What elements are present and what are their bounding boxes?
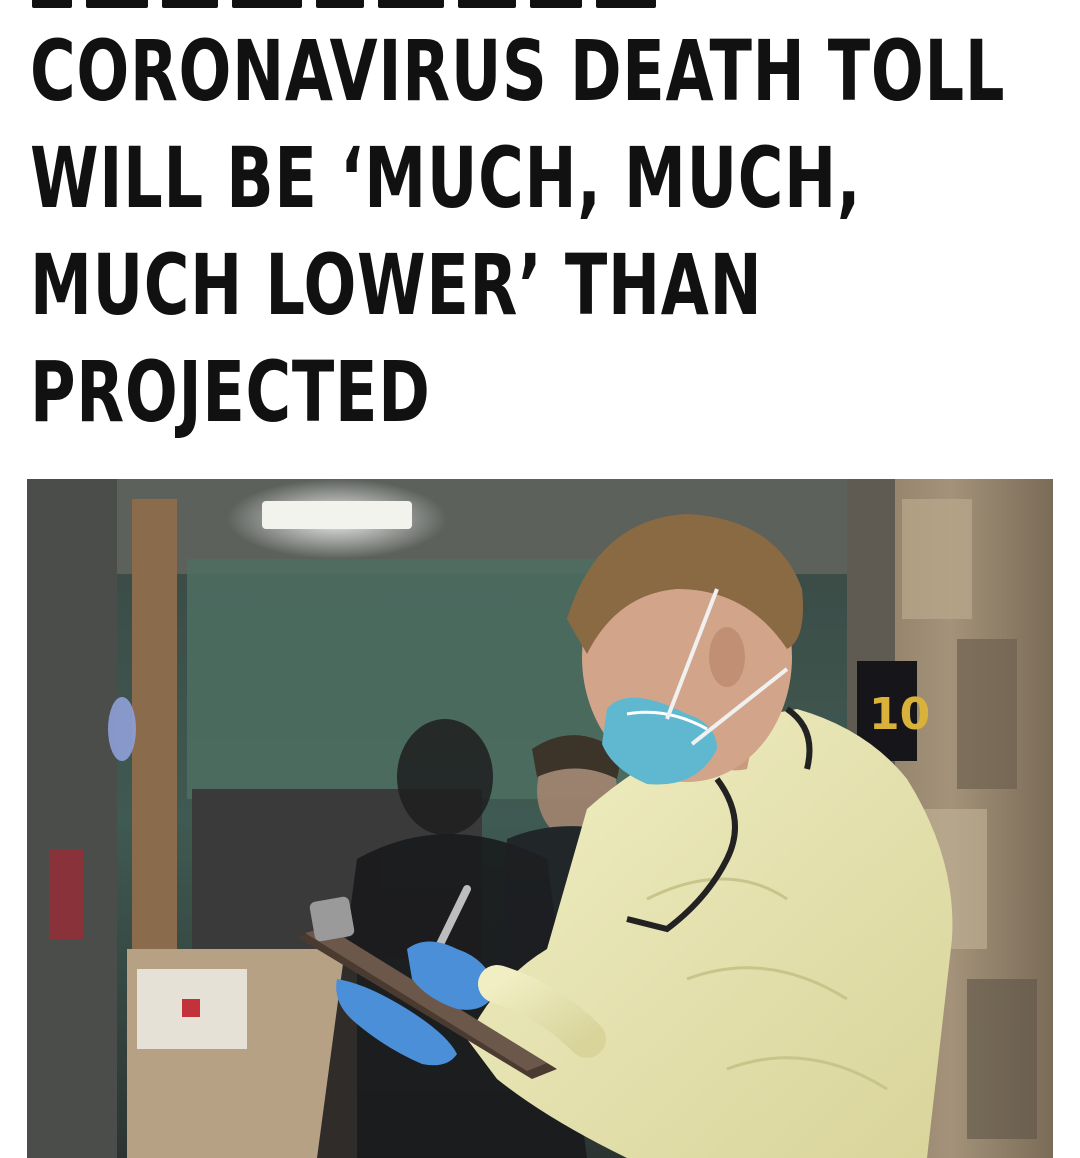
left-glove <box>336 979 457 1066</box>
ear <box>709 627 745 687</box>
left-wall <box>27 479 117 1158</box>
hair <box>567 514 803 654</box>
gown-sleeve <box>478 965 606 1058</box>
medic-with-clipboard-illustration: 10 <box>27 479 1053 1158</box>
ceiling-light <box>262 501 412 529</box>
mask-straps <box>665 588 789 746</box>
headline-line-4: PROJECTED <box>30 343 431 441</box>
blue-light <box>108 697 136 761</box>
stethoscope <box>626 777 738 933</box>
cropped-previous-line <box>32 0 672 8</box>
clipboard-clip <box>309 896 355 942</box>
headline-line-2: WILL BE ‘MUCH, MUCH, <box>30 129 862 227</box>
headline-line-1: CORONAVIRUS DEATH TOLL <box>30 22 1006 120</box>
room-number-text: 10 <box>869 689 930 740</box>
article-photo: 10 <box>27 479 1053 1158</box>
red-sign <box>49 849 83 939</box>
door-frame <box>132 499 177 969</box>
headline-line-3: MUCH LOWER’ THAN <box>30 236 763 334</box>
article-headline: CORONAVIRUS DEATH TOLL WILL BE ‘MUCH, MU… <box>30 18 1006 446</box>
counter-sign-mark <box>182 999 200 1017</box>
right-glove <box>407 941 497 1010</box>
